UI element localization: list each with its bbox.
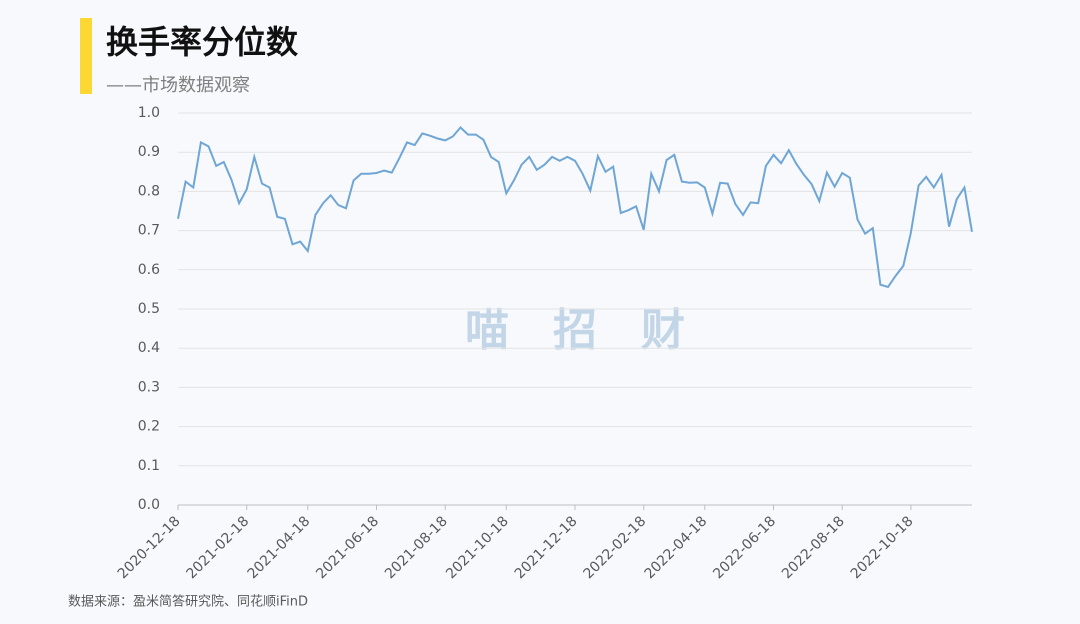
x-tick-label: 2021-02-18 xyxy=(184,513,253,582)
title-accent xyxy=(80,18,92,94)
x-tick-label: 2022-08-18 xyxy=(779,513,848,582)
x-tick-label: 2021-06-18 xyxy=(313,513,382,582)
y-tick-label: 0.4 xyxy=(138,340,160,356)
y-tick-label: 0.1 xyxy=(138,458,160,474)
chart-title: 换手率分位数 xyxy=(106,23,299,61)
x-tick-label: 2022-06-18 xyxy=(710,513,779,582)
x-tick-label: 2022-10-18 xyxy=(848,513,917,582)
subtitle: ——市场数据观察 xyxy=(106,75,250,96)
y-tick-label: 0.3 xyxy=(138,379,160,395)
watermark: 喵 招 财 xyxy=(465,305,685,356)
x-tick-label: 2022-04-18 xyxy=(642,513,711,582)
x-tick-label: 2020-12-18 xyxy=(115,513,184,582)
x-tick-label: 2022-02-18 xyxy=(581,513,650,582)
y-tick-label: 0.9 xyxy=(138,144,160,160)
y-tick-label: 0.8 xyxy=(138,183,160,199)
source-note: 数据来源：盈米简答研究院、同花顺iFinD xyxy=(68,594,308,610)
x-tick-label: 2021-04-18 xyxy=(245,513,314,582)
x-tick-label: 2021-08-18 xyxy=(382,513,451,582)
x-tick-label: 2021-10-18 xyxy=(443,513,512,582)
y-tick-label: 0.7 xyxy=(138,223,160,239)
y-tick-label: 0.6 xyxy=(138,262,160,278)
data-line xyxy=(177,126,973,289)
y-tick-label: 0.5 xyxy=(138,301,160,317)
y-tick-label: 0.2 xyxy=(138,419,160,435)
y-tick-label: 0.0 xyxy=(138,497,160,513)
y-tick-label: 1.0 xyxy=(138,105,160,121)
x-tick-label: 2021-12-18 xyxy=(512,513,581,582)
